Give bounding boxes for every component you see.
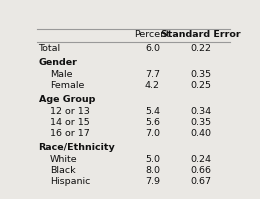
Text: 5.0: 5.0 xyxy=(145,155,160,164)
Text: Black: Black xyxy=(50,166,75,175)
Text: 12 or 13: 12 or 13 xyxy=(50,107,89,116)
Text: 8.0: 8.0 xyxy=(145,166,160,175)
Text: 6.0: 6.0 xyxy=(145,44,160,53)
Text: 0.25: 0.25 xyxy=(190,81,211,90)
Text: 7.0: 7.0 xyxy=(145,129,160,138)
Text: 0.35: 0.35 xyxy=(190,118,211,127)
Text: 0.35: 0.35 xyxy=(190,70,211,79)
Text: 7.9: 7.9 xyxy=(145,177,160,186)
Text: Total: Total xyxy=(38,44,61,53)
Text: Percent: Percent xyxy=(134,30,170,39)
Text: Standard Error: Standard Error xyxy=(161,30,240,39)
Text: White: White xyxy=(50,155,77,164)
Text: 0.66: 0.66 xyxy=(190,166,211,175)
Text: 0.40: 0.40 xyxy=(190,129,211,138)
Text: 0.22: 0.22 xyxy=(190,44,211,53)
Text: Gender: Gender xyxy=(38,59,77,67)
Text: Race/Ethnicity: Race/Ethnicity xyxy=(38,143,115,152)
Text: 0.67: 0.67 xyxy=(190,177,211,186)
Text: Male: Male xyxy=(50,70,72,79)
Text: Hispanic: Hispanic xyxy=(50,177,90,186)
Text: 0.24: 0.24 xyxy=(190,155,211,164)
Text: 5.4: 5.4 xyxy=(145,107,160,116)
Text: Age Group: Age Group xyxy=(38,95,95,104)
Text: Female: Female xyxy=(50,81,84,90)
Text: 16 or 17: 16 or 17 xyxy=(50,129,89,138)
Text: 0.34: 0.34 xyxy=(190,107,211,116)
Text: 4.2: 4.2 xyxy=(145,81,160,90)
Text: 5.6: 5.6 xyxy=(145,118,160,127)
Text: 7.7: 7.7 xyxy=(145,70,160,79)
Text: 14 or 15: 14 or 15 xyxy=(50,118,89,127)
